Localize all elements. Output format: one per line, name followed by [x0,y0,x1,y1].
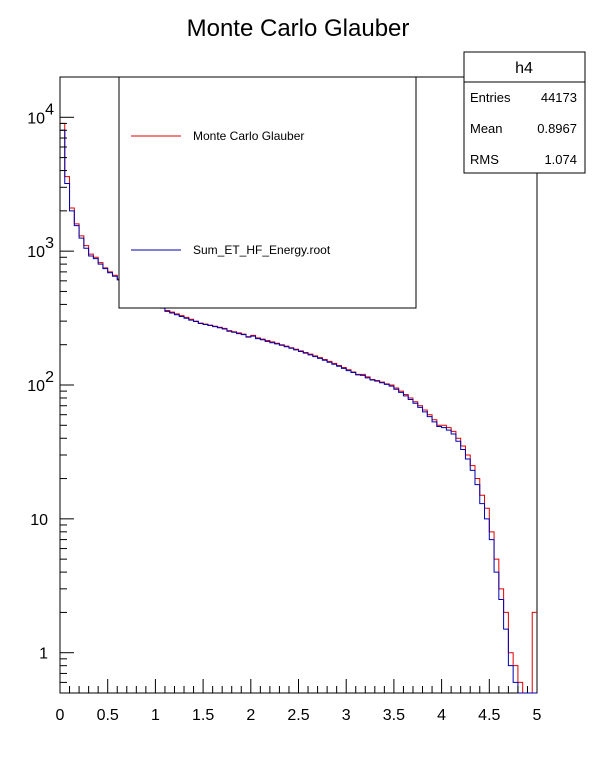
x-tick-label: 0.5 [97,707,119,724]
y-tick-label-exponent: 4 [45,101,54,118]
y-tick-label: 10 [27,378,45,395]
x-tick-label: 4 [437,707,446,724]
stats-box-frame [463,51,586,174]
x-tick-label: 2 [246,707,255,724]
x-tick-label: 0 [56,707,65,724]
y-tick-label-exponent: 2 [45,369,54,386]
y-tick-label-exponent: 3 [45,235,54,252]
x-tick-label: 2.5 [287,707,309,724]
y-tick-label: 10 [27,110,45,127]
legend-label-mc: Monte Carlo Glauber [193,129,304,143]
stats-rms-value: 1.074 [544,152,577,167]
x-tick-label: 1.5 [192,707,214,724]
legend-label-sum: Sum_ET_HF_Energy.root [193,243,331,257]
y-tick-label: 1 [39,646,48,663]
stats-mean-label: Mean [470,121,503,136]
stats-title: h4 [515,60,533,77]
legend: Monte Carlo Glauber Sum_ET_HF_Energy.roo… [118,76,417,309]
x-tick-label: 4.5 [478,707,500,724]
x-tick-label: 3 [342,707,351,724]
stats-rms-label: RMS [470,152,499,167]
y-tick-label: 10 [30,512,48,529]
x-tick-label: 5 [533,707,542,724]
stats-entries-value: 44173 [541,90,577,105]
stats-mean-value: 0.8967 [537,121,577,136]
legend-box [118,76,417,309]
x-tick-label: 1 [151,707,160,724]
y-tick-label: 10 [27,244,45,261]
x-tick-label: 3.5 [383,707,405,724]
chart-title: Monte Carlo Glauber [187,15,410,42]
stats-entries-label: Entries [470,90,511,105]
stats-box: h4 Entries 44173 Mean 0.8967 RMS 1.074 [463,51,586,174]
